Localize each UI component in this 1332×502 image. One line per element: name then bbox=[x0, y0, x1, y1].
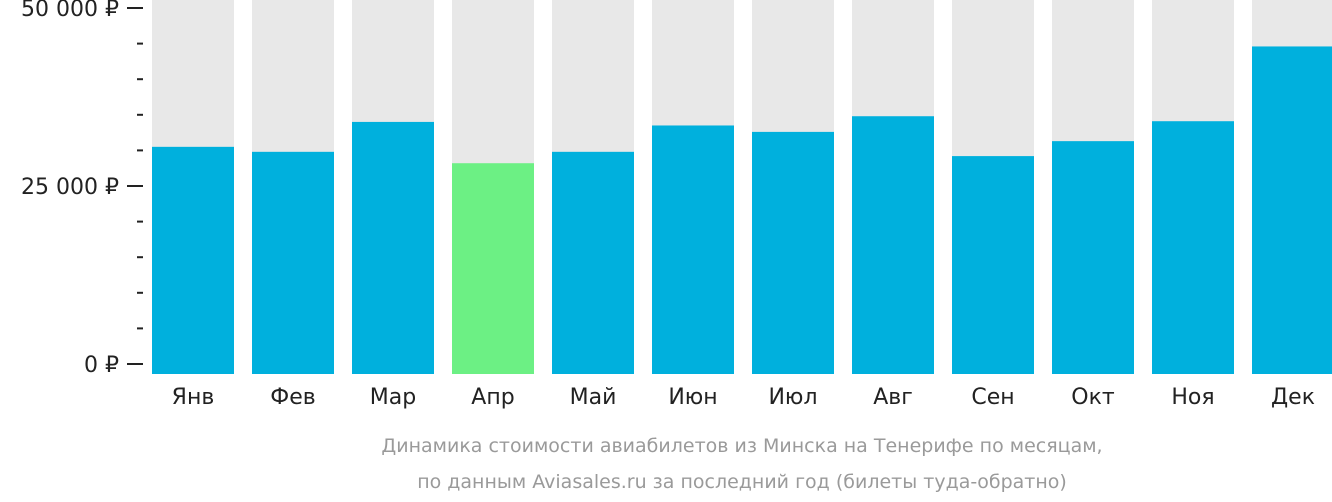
x-tick-label-7: Авг bbox=[873, 385, 913, 410]
chart-caption: Динамика стоимости авиабилетов из Минска… bbox=[381, 435, 1102, 493]
bar-7 bbox=[852, 116, 934, 374]
bar-0 bbox=[152, 146, 234, 374]
caption-line-1: Динамика стоимости авиабилетов из Минска… bbox=[381, 435, 1102, 457]
x-tick-label-6: Июл bbox=[768, 385, 817, 410]
x-tick-label-8: Сен bbox=[971, 385, 1014, 410]
bar-2 bbox=[352, 121, 434, 374]
x-tick-label-0: Янв bbox=[172, 385, 215, 410]
y-tick-label-0: 0 ₽ bbox=[84, 353, 119, 378]
y-tick-label-1: 25 000 ₽ bbox=[21, 175, 119, 200]
x-tick-label-10: Ноя bbox=[1171, 385, 1214, 410]
bar-4 bbox=[552, 151, 634, 374]
x-tick-label-2: Мар bbox=[370, 385, 416, 410]
bar-1 bbox=[252, 151, 334, 374]
y-tick-label-2: 50 000 ₽ bbox=[21, 0, 119, 22]
bar-3 bbox=[452, 163, 534, 374]
x-tick-label-9: Окт bbox=[1071, 385, 1115, 410]
bar-11 bbox=[1252, 46, 1332, 374]
caption-line-2: по данным Aviasales.ru за последний год … bbox=[417, 471, 1067, 493]
x-tick-label-1: Фев bbox=[270, 385, 315, 410]
bar-10 bbox=[1152, 121, 1234, 374]
bar-5 bbox=[652, 125, 734, 374]
x-tick-label-3: Апр bbox=[471, 385, 514, 410]
x-axis-labels: Янв Фев Мар Апр Май Июн Июл Авг Сен Окт Ноя Дек bbox=[172, 385, 1315, 410]
y-axis: 0 ₽ 25 000 ₽ 50 000 ₽ bbox=[21, 0, 143, 378]
data-bars bbox=[152, 46, 1332, 374]
x-tick-label-5: Июн bbox=[668, 385, 717, 410]
bar-6 bbox=[752, 131, 834, 374]
x-tick-label-4: Май bbox=[570, 385, 617, 410]
bar-9 bbox=[1052, 141, 1134, 374]
x-tick-label-11: Дек bbox=[1271, 385, 1315, 410]
bar-8 bbox=[952, 156, 1034, 374]
